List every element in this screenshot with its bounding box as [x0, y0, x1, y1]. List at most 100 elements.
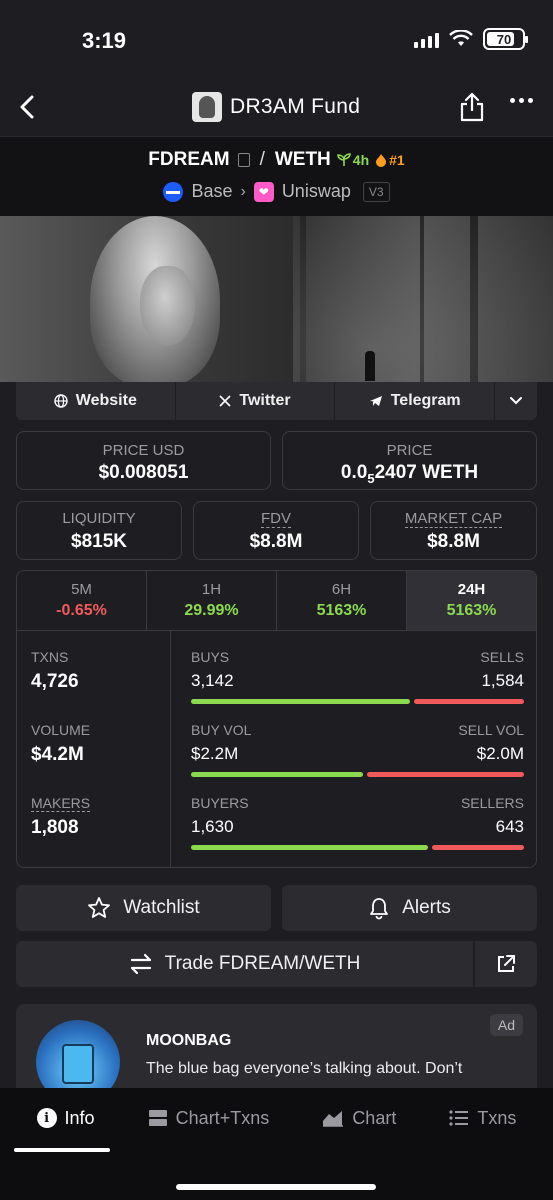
- twitter-link[interactable]: Twitter: [176, 382, 336, 420]
- watchlist-label: Watchlist: [123, 897, 200, 918]
- home-indicator: [176, 1184, 376, 1190]
- bottom-tab-bar: i Info Chart+Txns Chart Txns: [0, 1088, 553, 1200]
- watchlist-button[interactable]: Watchlist: [16, 885, 271, 931]
- change-24h: 5163%: [446, 602, 497, 619]
- token-logo: [192, 92, 222, 122]
- buy-volume-bar: [191, 772, 364, 777]
- bell-icon: [370, 898, 389, 920]
- back-arrow-icon[interactable]: [14, 92, 44, 122]
- market-cap-label: MARKET CAP: [404, 510, 503, 528]
- website-link[interactable]: Website: [16, 382, 176, 420]
- tab-5m[interactable]: 5M -0.65%: [17, 571, 147, 630]
- price-usd-value: $0.008051: [98, 462, 189, 483]
- base-token-symbol: FDREAM: [148, 149, 230, 170]
- buys-value: 3,142: [191, 671, 234, 690]
- dex-version-badge: V3: [362, 181, 390, 202]
- status-bar: 3:19 70: [0, 0, 553, 80]
- chain-name[interactable]: Base: [191, 181, 233, 201]
- dex-name[interactable]: Uniswap: [281, 181, 351, 201]
- uniswap-icon: ❤: [253, 181, 274, 202]
- fdv-box[interactable]: FDV $8.8M: [193, 501, 359, 560]
- chevron-down-icon: [510, 397, 523, 405]
- pair-header: FDREAM / WETH 4h #1 Base › ❤ Uniswap V3: [0, 136, 553, 216]
- more-links-dropdown[interactable]: [495, 382, 537, 420]
- tab-24h[interactable]: 24H 5163%: [407, 571, 536, 630]
- twitter-label: Twitter: [239, 392, 291, 409]
- external-link-icon: [498, 955, 515, 972]
- alerts-button[interactable]: Alerts: [282, 885, 537, 931]
- ad-badge: Ad: [489, 1014, 523, 1036]
- telegram-link[interactable]: Telegram: [335, 382, 496, 420]
- star-icon: [88, 897, 111, 918]
- website-label: Website: [75, 392, 137, 409]
- buy-volume-value: $2.2M: [191, 744, 239, 763]
- liquidity-label: LIQUIDITY: [62, 510, 136, 527]
- share-icon[interactable]: [459, 92, 485, 122]
- more-icon[interactable]: [510, 98, 533, 103]
- swap-arrows-icon: [130, 953, 151, 975]
- txns-stat: TXNS 4,726: [31, 649, 79, 692]
- buyers-value: 1,630: [191, 817, 234, 836]
- split-column: BUYS SELLS 3,142 1,584 BUY VOL SELL VOL $2.…: [191, 631, 524, 867]
- buy-sell-volume-row: BUY VOL SELL VOL $2.2M $2.0M: [191, 722, 524, 777]
- tab-chart-txns[interactable]: Chart+Txns: [148, 1108, 269, 1129]
- sprout-icon: [336, 153, 351, 166]
- liquidity-value: $815K: [71, 531, 127, 552]
- chevron-right-icon: ›: [240, 182, 246, 200]
- change-1h: 29.99%: [184, 602, 239, 619]
- open-external-button[interactable]: [475, 941, 537, 987]
- fire-icon: [376, 154, 387, 167]
- list-icon: [449, 1110, 469, 1126]
- ad-card[interactable]: MOONBAG The blue bag everyone’s talking …: [16, 1004, 537, 1094]
- telegram-icon: [369, 396, 382, 406]
- pair-age: 4h: [352, 152, 370, 168]
- alerts-label: Alerts: [402, 897, 451, 918]
- wifi-icon: [449, 30, 473, 46]
- price-usd-box: PRICE USD $0.008051: [16, 431, 271, 490]
- trending-rank: #1: [389, 152, 405, 168]
- market-cap-box[interactable]: MARKET CAP $8.8M: [370, 501, 537, 560]
- trade-label: Trade FDREAM/WETH: [164, 953, 361, 974]
- ad-avatar: [36, 1020, 120, 1094]
- status-icons: 70: [414, 28, 528, 50]
- token-banner-image: [0, 216, 553, 382]
- area-chart-icon: [323, 1111, 344, 1127]
- tab-info[interactable]: i Info: [36, 1108, 95, 1129]
- sellers-value: 643: [495, 817, 524, 836]
- volume-stat: VOLUME $4.2M: [31, 722, 91, 765]
- quote-token-symbol: WETH: [274, 149, 331, 170]
- sell-volume-bar: [367, 772, 524, 777]
- price-native-box: PRICE 0.052407 WETH: [282, 431, 537, 490]
- fdv-label: FDV: [261, 510, 291, 528]
- pair-separator: /: [259, 149, 265, 170]
- trade-button[interactable]: Trade FDREAM/WETH: [16, 941, 473, 987]
- change-5m: -0.65%: [56, 602, 107, 619]
- ad-description: The blue bag everyone’s talking about. D…: [146, 1060, 463, 1077]
- page-title: DR3AM Fund: [230, 95, 361, 118]
- copy-icon[interactable]: [237, 153, 250, 167]
- split-view-icon: [148, 1110, 167, 1126]
- social-links-bar: Website Twitter Telegram: [16, 382, 537, 420]
- market-cap-value: $8.8M: [427, 531, 480, 552]
- tab-6h[interactable]: 6H 5163%: [277, 571, 407, 630]
- telegram-label: Telegram: [390, 392, 461, 409]
- info-icon: i: [36, 1108, 57, 1128]
- makers-stat[interactable]: MAKERS 1,808: [31, 795, 91, 838]
- status-time: 3:19: [82, 28, 127, 53]
- fdv-value: $8.8M: [249, 531, 303, 552]
- tab-chart[interactable]: Chart: [322, 1108, 396, 1129]
- active-tab-indicator: [14, 1148, 110, 1152]
- battery-icon: 70: [483, 28, 528, 50]
- battery-level: 70: [496, 31, 512, 47]
- period-tabs: 5M -0.65% 1H 29.99% 6H 5163% 24H 5163%: [17, 571, 536, 631]
- ad-title: MOONBAG: [146, 1032, 232, 1049]
- tab-txns[interactable]: Txns: [449, 1108, 516, 1129]
- x-logo-icon: [219, 395, 231, 407]
- signal-icon: [414, 30, 439, 48]
- trending-rank-badge: #1: [375, 152, 405, 168]
- tab-1h[interactable]: 1H 29.99%: [147, 571, 277, 630]
- nav-bar: DR3AM Fund: [0, 80, 553, 136]
- liquidity-box: LIQUIDITY $815K: [16, 501, 182, 560]
- base-chain-icon: [163, 181, 184, 202]
- totals-column: TXNS 4,726 VOLUME $4.2M MAKERS 1,808: [17, 631, 171, 867]
